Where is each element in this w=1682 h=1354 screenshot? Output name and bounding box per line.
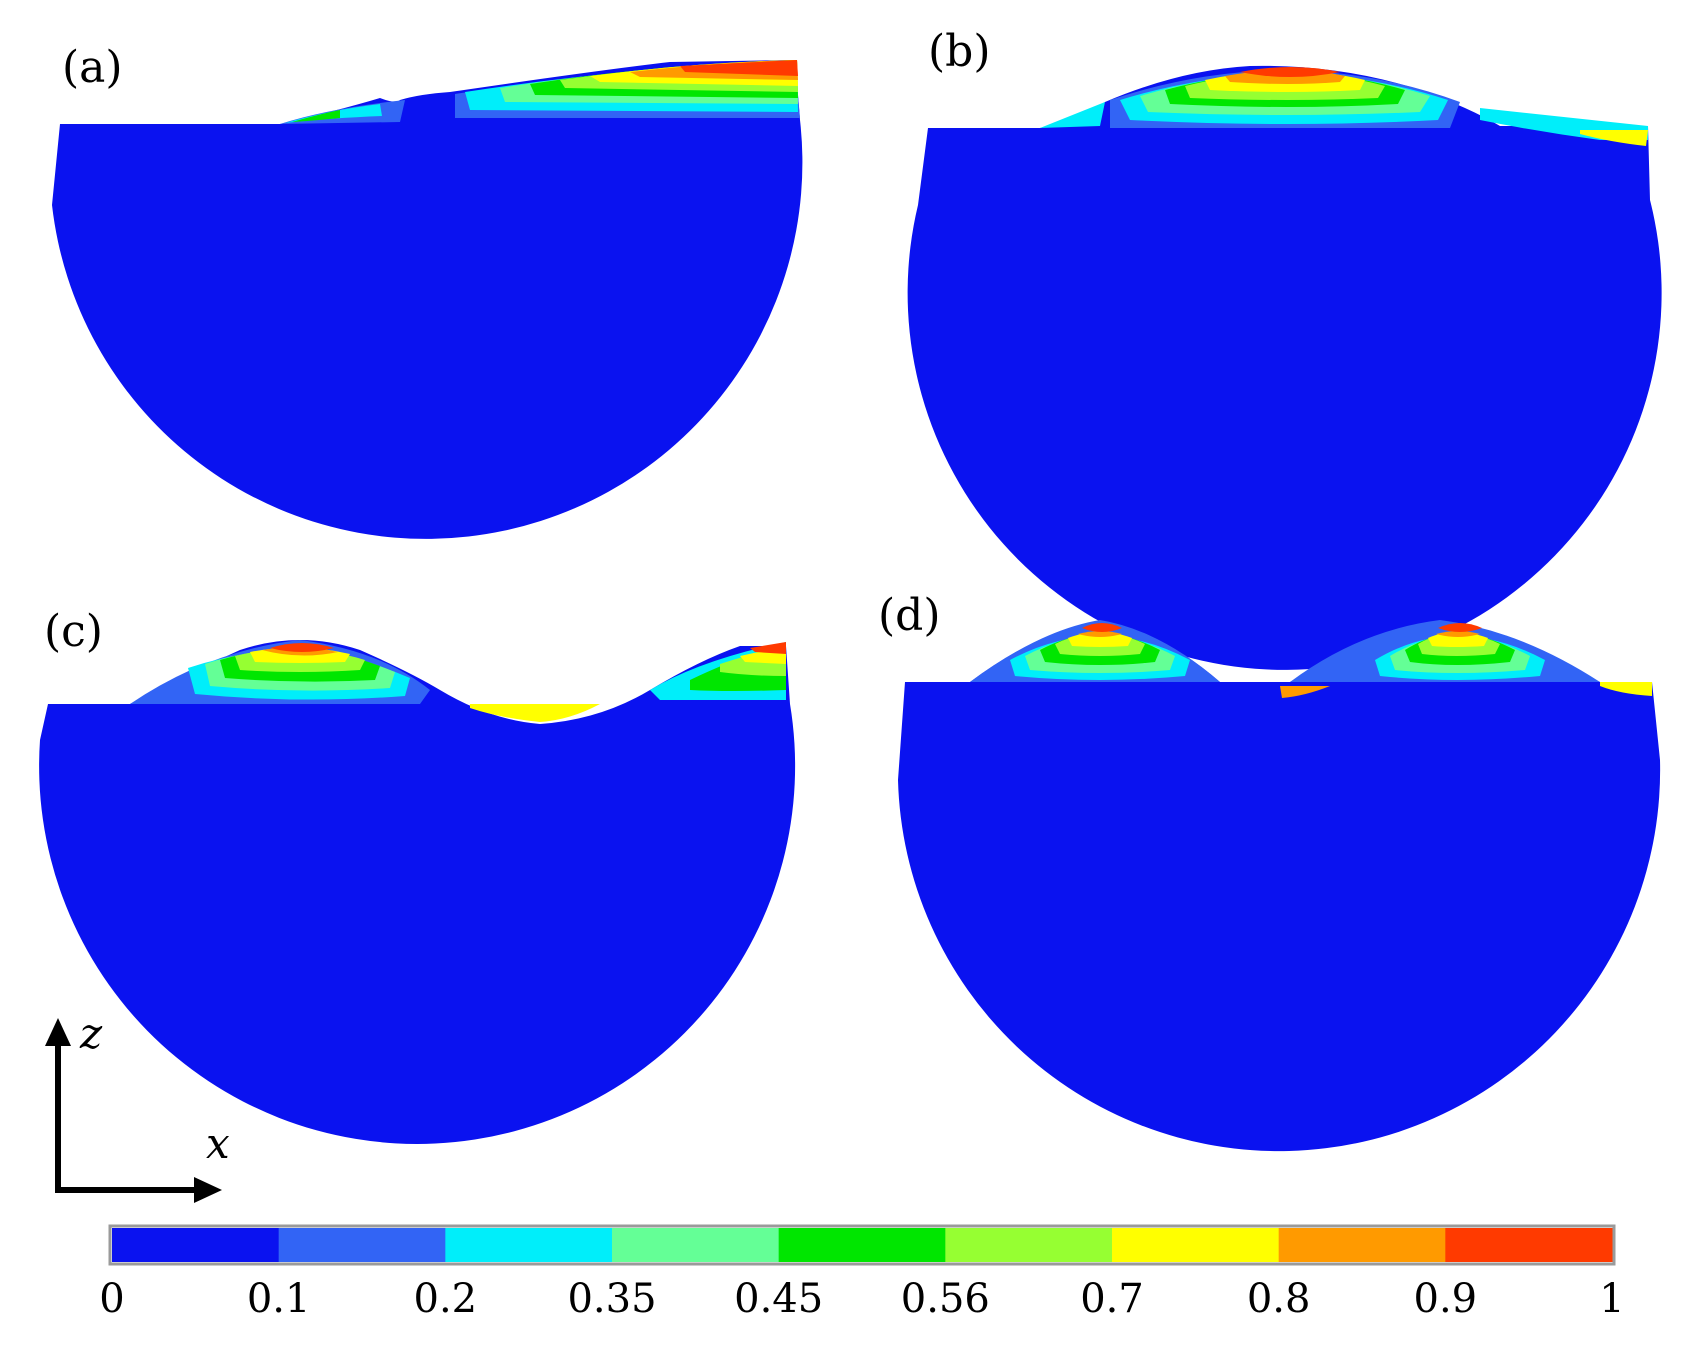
colorbar-segment	[778, 1228, 946, 1262]
colorbar-tick-label: 0.35	[567, 1276, 656, 1322]
z-axis-arrowhead	[45, 1018, 71, 1046]
colorbar-ticks: 0 0.1 0.2 0.35 0.45 0.56 0.7 0.8 0.9 1	[99, 1276, 1624, 1322]
panel-c-hump-1	[130, 640, 430, 704]
colorbar-segment	[1445, 1228, 1613, 1262]
panel-a-domain	[52, 60, 803, 539]
colorbar-tick-label: 0.56	[901, 1276, 990, 1322]
panel-b-trough	[1580, 130, 1648, 146]
panel-a-hump-2	[455, 60, 800, 118]
panel-b-hump-left	[1040, 102, 1105, 128]
panel-a: (a)	[52, 42, 803, 539]
colorbar-tick-label: 1	[1599, 1276, 1624, 1322]
colorbar-segment	[445, 1228, 613, 1262]
colorbar-tick-label: 0.7	[1080, 1276, 1144, 1322]
panel-c-trough	[470, 704, 600, 722]
x-axis-arrowhead	[194, 1177, 222, 1203]
panel-d-hump-2	[1290, 620, 1600, 682]
panel-c: (c)	[39, 606, 796, 1144]
panel-c-hump-2	[650, 642, 786, 700]
panel-d-domain	[898, 622, 1661, 1152]
axis-arrows: z x	[45, 1009, 230, 1203]
colorbar-segment	[278, 1228, 446, 1262]
colorbar-tick-label: 0.8	[1247, 1276, 1311, 1322]
colorbar-tick-label: 0.9	[1414, 1276, 1478, 1322]
panel-d-hump-1	[970, 620, 1220, 682]
panel-d-label: (d)	[878, 590, 941, 641]
colorbar	[108, 1224, 1616, 1266]
panel-c-label: (c)	[44, 606, 103, 657]
z-axis-label: z	[79, 1009, 103, 1058]
colorbar-segment	[1112, 1228, 1280, 1262]
panel-d-trough	[1280, 686, 1330, 698]
panel-b: (b)	[907, 26, 1662, 670]
panel-c-domain	[39, 640, 796, 1144]
colorbar-tick-label: 0	[99, 1276, 124, 1322]
panel-a-hump-1	[280, 100, 405, 124]
colorbar-tick-label: 0.1	[247, 1276, 311, 1322]
panel-b-label: (b)	[928, 26, 991, 77]
x-axis-label: x	[206, 1119, 230, 1168]
colorbar-tick-label: 0.2	[414, 1276, 478, 1322]
colorbar-frame	[108, 1224, 1616, 1266]
colorbar-segment	[612, 1228, 780, 1262]
colorbar-tick-label: 0.45	[734, 1276, 823, 1322]
panel-a-label: (a)	[62, 42, 123, 93]
colorbar-segment	[112, 1228, 280, 1262]
colorbar-segment	[945, 1228, 1113, 1262]
panel-d: (d)	[878, 590, 1661, 1152]
panel-b-domain	[907, 65, 1662, 670]
panel-d-right-edge	[1600, 682, 1652, 696]
panel-b-hump-center	[1110, 67, 1460, 128]
colorbar-segment	[1278, 1228, 1446, 1262]
